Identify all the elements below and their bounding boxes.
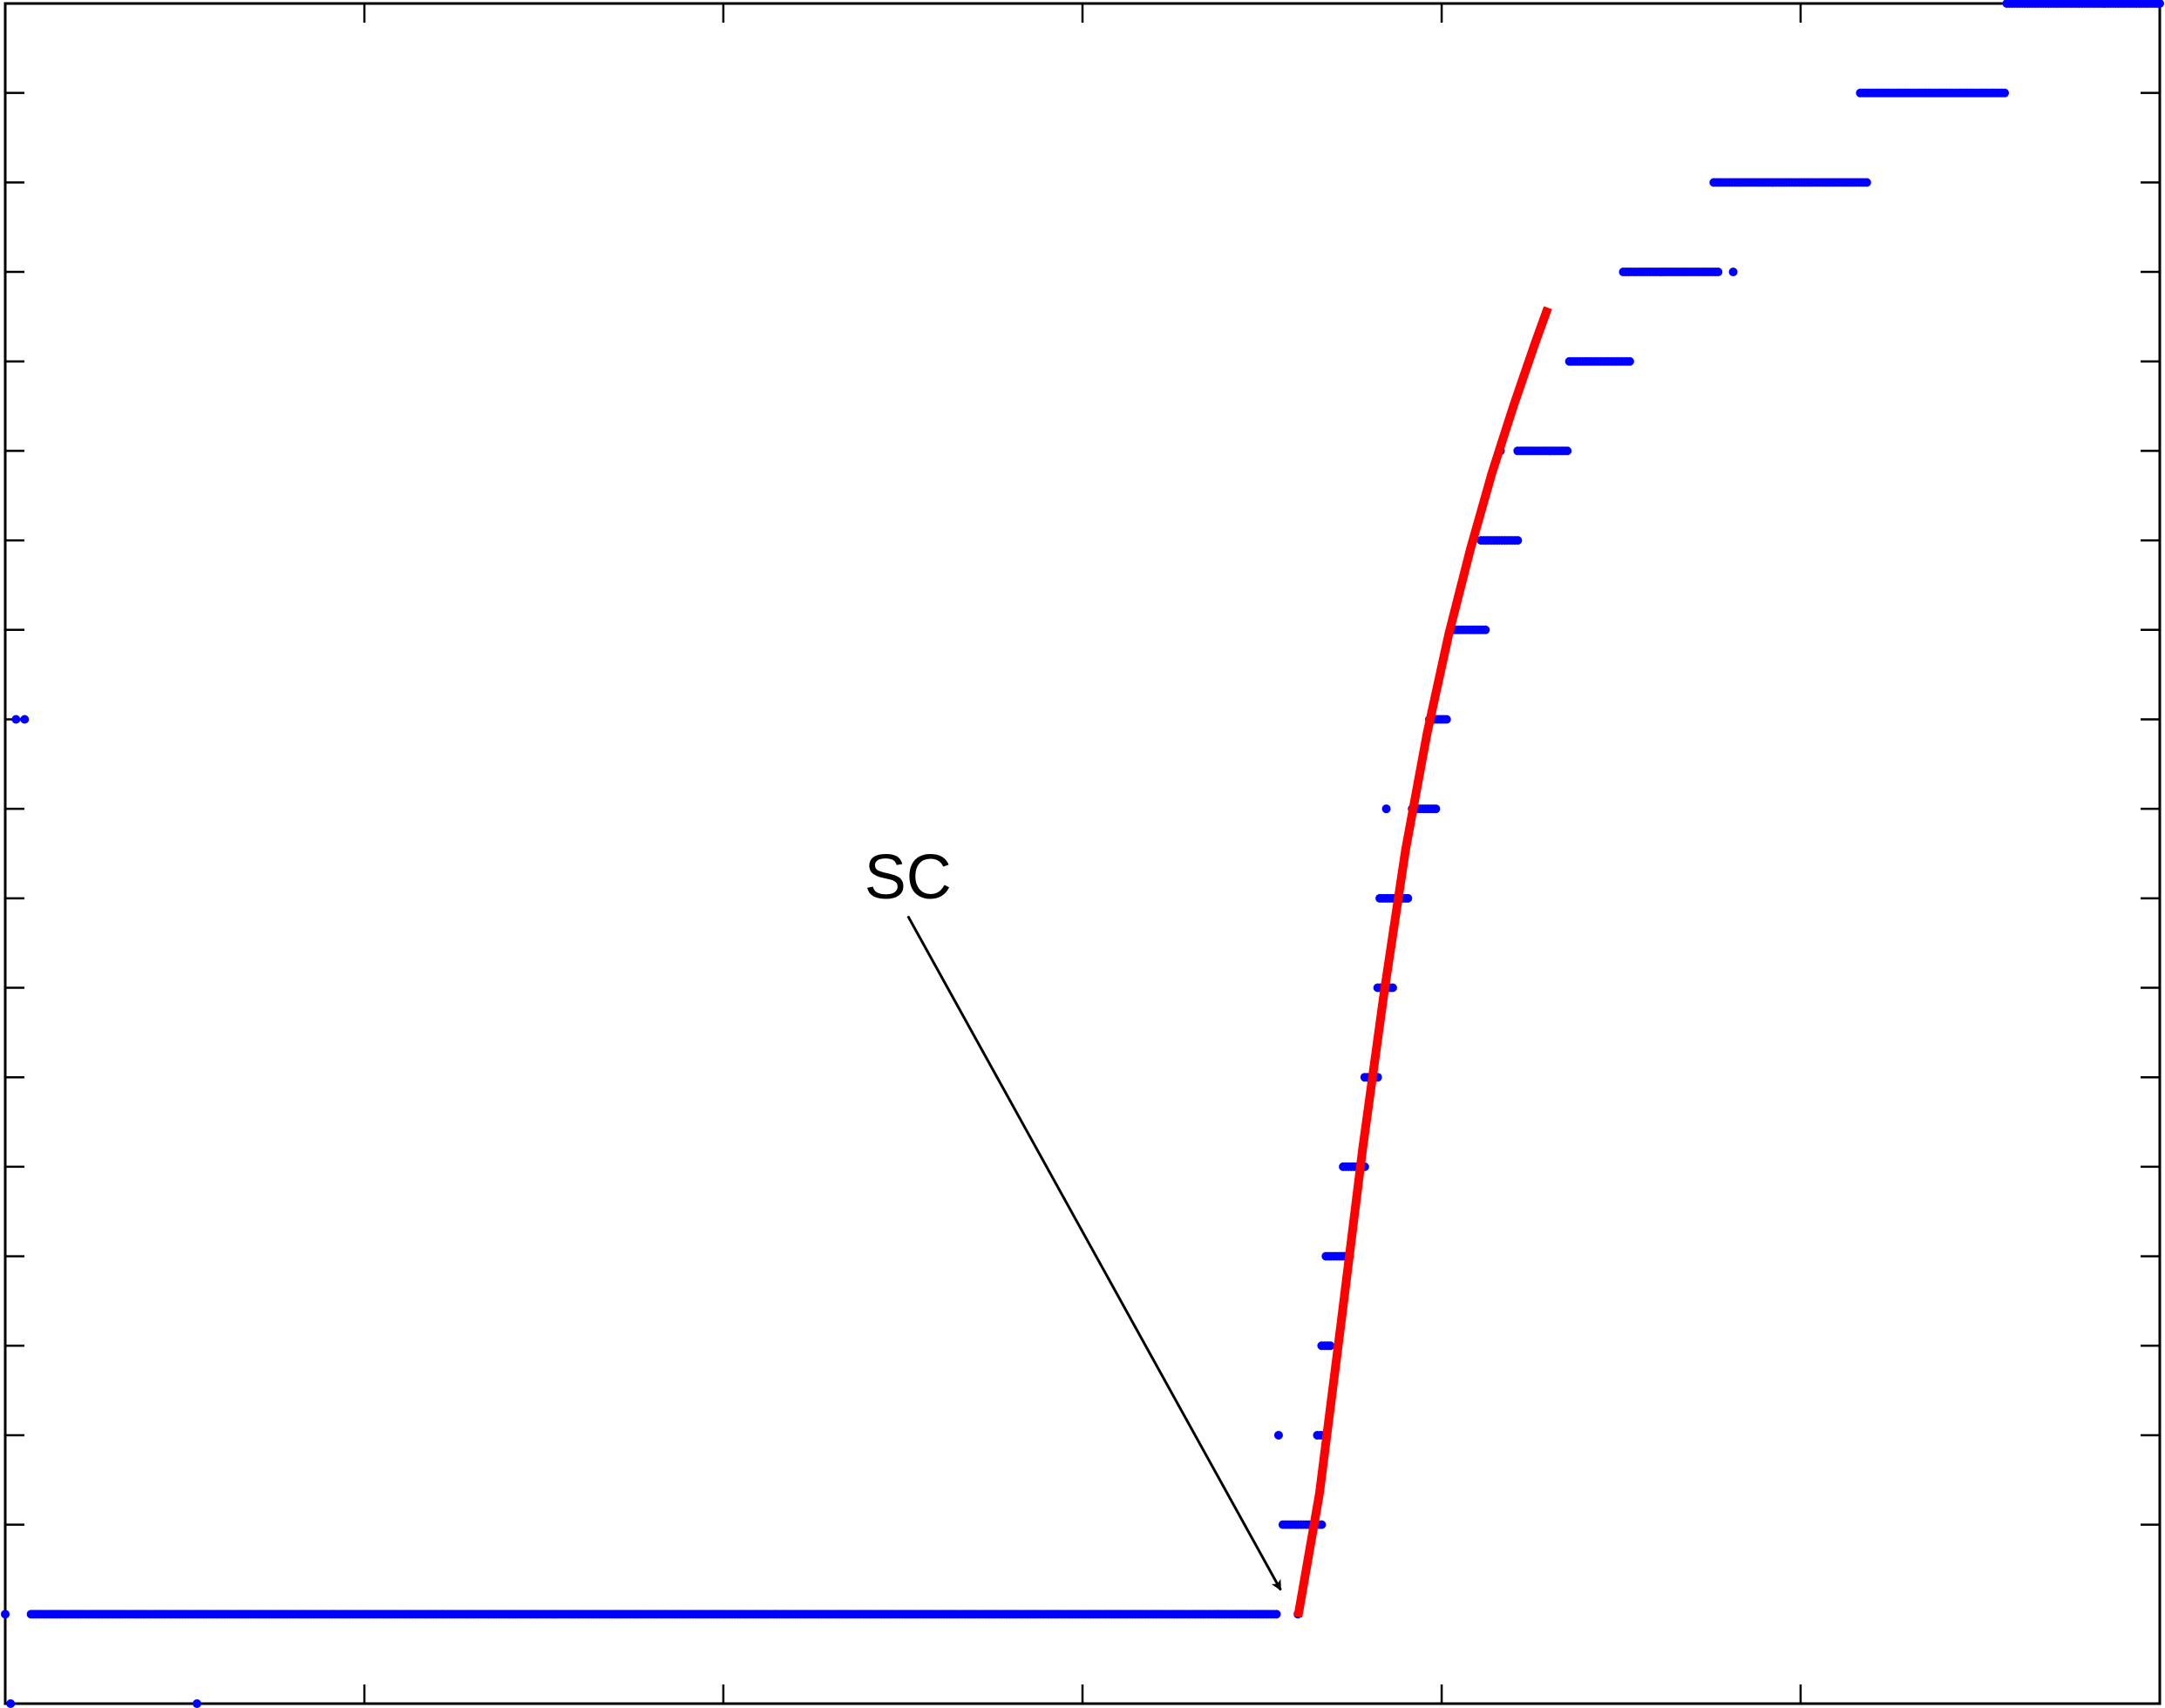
data-point — [1625, 356, 1634, 366]
data-point-isolated-5 — [1273, 1430, 1283, 1440]
level-5-points — [1321, 1251, 1354, 1261]
level-12-points — [1449, 625, 1490, 634]
data-point — [1513, 536, 1523, 546]
level-14-points — [1513, 446, 1572, 456]
fit-curve — [1293, 306, 1552, 1618]
level-19-points — [2002, 0, 2164, 8]
data-point — [1272, 1610, 1281, 1619]
data-point — [1563, 446, 1572, 456]
data-point — [2000, 88, 2010, 98]
plot-frame — [3, 2, 2162, 1705]
level-13-points — [1476, 536, 1523, 546]
level-17-points — [1709, 178, 1871, 187]
data-point — [1317, 1520, 1327, 1529]
data-point-isolated-6 — [1381, 804, 1391, 814]
data-point-isolated-3 — [6, 1699, 16, 1708]
level-18-points — [1856, 88, 2010, 98]
annotation-arrow-0 — [906, 915, 1282, 1591]
data-point — [1431, 804, 1441, 814]
level-4-points — [1317, 1341, 1335, 1351]
data-point-isolated-8 — [1728, 268, 1738, 277]
data-point — [1862, 178, 1871, 187]
data-point — [1403, 893, 1413, 903]
fit-curve-layer — [1293, 306, 1552, 1618]
annotation-label-0: SC — [865, 843, 952, 912]
data-point — [1442, 715, 1451, 724]
annotation-layer: SC — [865, 843, 1282, 1591]
data-point — [1481, 625, 1490, 634]
level-15-points — [1564, 356, 1634, 366]
data-point-isolated-2 — [20, 715, 30, 724]
axes-layer — [3, 2, 2162, 1705]
data-point — [1714, 268, 1723, 277]
data-point-isolated-1 — [11, 715, 21, 724]
data-point-isolated-0 — [1, 1610, 10, 1619]
level-1-points — [26, 1610, 1281, 1619]
data-point — [1388, 983, 1397, 993]
data-point — [2155, 0, 2164, 8]
data-point-isolated-4 — [193, 1699, 202, 1708]
level-16-points — [1619, 268, 1723, 277]
data-point — [1326, 1341, 1335, 1351]
